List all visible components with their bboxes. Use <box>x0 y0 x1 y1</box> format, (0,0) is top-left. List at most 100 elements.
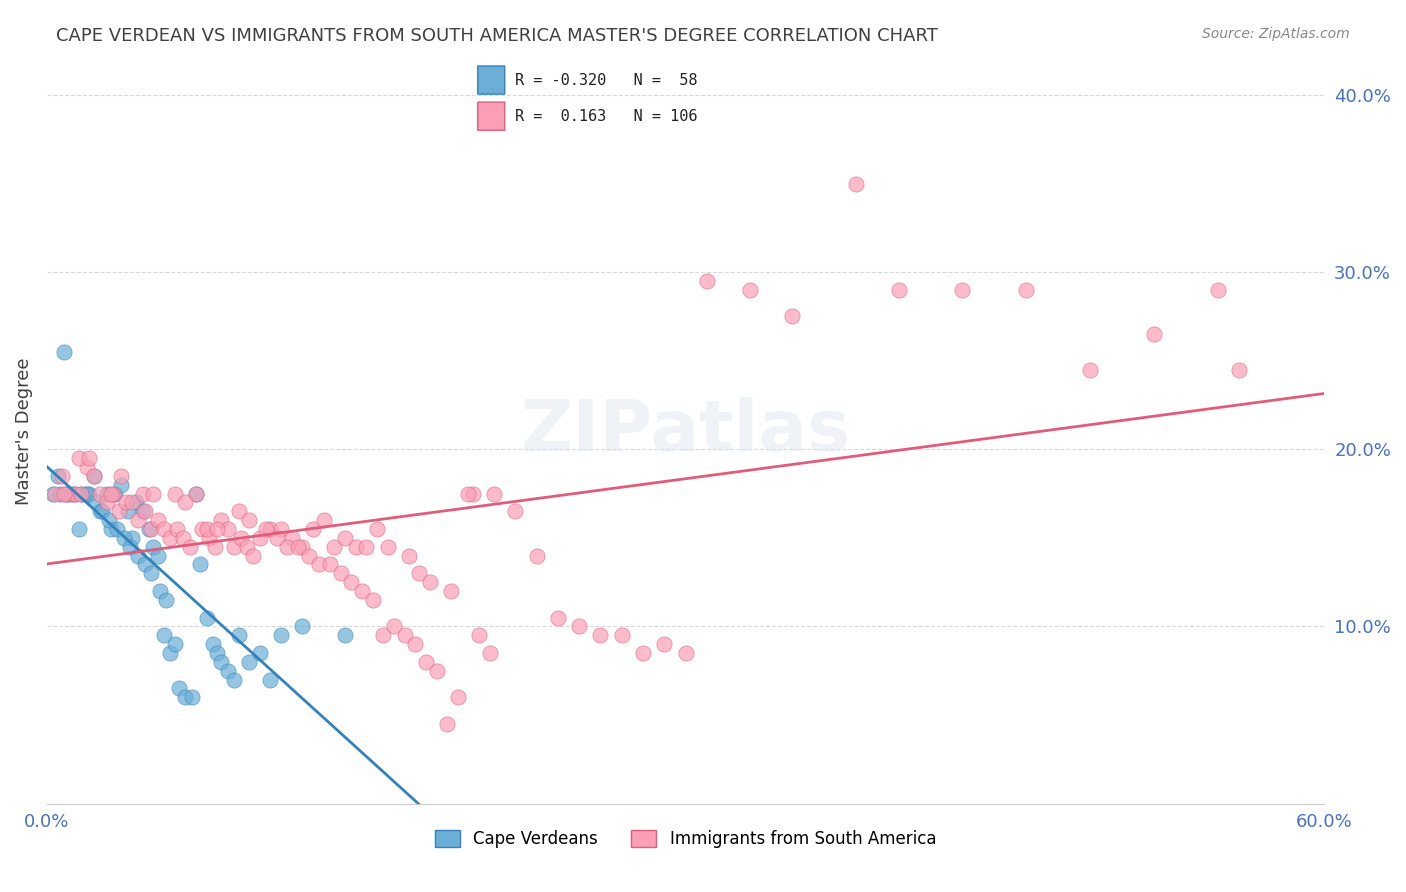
Point <box>56 486 79 500</box>
Point <box>228 628 250 642</box>
Point <box>366 522 388 536</box>
Point <box>205 646 228 660</box>
Point <box>52 486 75 500</box>
Point <box>76 460 98 475</box>
Point <box>70 486 93 500</box>
Point <box>167 681 190 696</box>
Point <box>51 469 73 483</box>
Point <box>229 531 252 545</box>
Point <box>344 540 367 554</box>
Point <box>461 486 484 500</box>
Point <box>75 486 97 500</box>
Point <box>1227 362 1250 376</box>
Point <box>298 549 321 563</box>
Point <box>398 549 420 563</box>
Point <box>224 673 246 687</box>
Point <box>361 593 384 607</box>
Point <box>408 566 430 581</box>
Point <box>238 655 260 669</box>
Point <box>174 495 197 509</box>
Point <box>100 486 122 500</box>
Point <box>377 540 399 554</box>
Point <box>155 593 177 607</box>
Point <box>101 486 124 500</box>
Point <box>118 540 141 554</box>
Point <box>291 540 314 554</box>
Point <box>149 584 172 599</box>
Point <box>589 628 612 642</box>
Point <box>127 549 149 563</box>
Point <box>153 628 176 642</box>
Point <box>425 664 447 678</box>
Point <box>117 504 139 518</box>
Point <box>83 469 105 483</box>
Point <box>205 522 228 536</box>
Point <box>125 495 148 509</box>
Point <box>440 584 463 599</box>
Point <box>1206 283 1229 297</box>
Point <box>211 513 233 527</box>
Point <box>166 522 188 536</box>
Point <box>153 522 176 536</box>
Point <box>526 549 548 563</box>
Point <box>270 628 292 642</box>
Point <box>340 575 363 590</box>
Point <box>55 486 77 500</box>
Point <box>141 566 163 581</box>
Point <box>696 274 718 288</box>
Point <box>249 646 271 660</box>
Y-axis label: Master's Degree: Master's Degree <box>15 358 32 506</box>
Point <box>281 531 304 545</box>
Point <box>287 540 309 554</box>
Point <box>180 690 202 705</box>
Point <box>100 522 122 536</box>
Point <box>319 558 342 572</box>
Point <box>382 619 405 633</box>
Point <box>195 610 218 624</box>
Point <box>547 610 569 624</box>
Point <box>96 495 118 509</box>
Point <box>312 513 335 527</box>
Point <box>1143 327 1166 342</box>
Point <box>141 522 163 536</box>
Point <box>44 486 66 500</box>
Point <box>356 540 378 554</box>
Point <box>114 495 136 509</box>
Point <box>404 637 426 651</box>
Point <box>163 637 186 651</box>
Point <box>259 673 281 687</box>
Text: R =  0.163   N = 106: R = 0.163 N = 106 <box>515 109 697 124</box>
Point <box>211 655 233 669</box>
Point <box>110 477 132 491</box>
Point <box>610 628 633 642</box>
Point <box>188 558 211 572</box>
FancyBboxPatch shape <box>478 66 505 94</box>
Point <box>42 486 65 500</box>
Point <box>146 513 169 527</box>
Text: CAPE VERDEAN VS IMMIGRANTS FROM SOUTH AMERICA MASTER'S DEGREE CORRELATION CHART: CAPE VERDEAN VS IMMIGRANTS FROM SOUTH AM… <box>56 27 938 45</box>
Point <box>121 495 143 509</box>
Text: R = -0.320   N =  58: R = -0.320 N = 58 <box>515 72 697 87</box>
Point <box>174 690 197 705</box>
Point <box>56 486 79 500</box>
Point <box>91 504 114 518</box>
Point <box>291 619 314 633</box>
Point <box>887 283 910 297</box>
Point <box>249 531 271 545</box>
Point <box>436 717 458 731</box>
Point <box>675 646 697 660</box>
Point <box>191 522 214 536</box>
Point <box>276 540 298 554</box>
Point <box>238 513 260 527</box>
Point <box>46 469 69 483</box>
Point <box>134 558 156 572</box>
Point <box>204 540 226 554</box>
Point <box>127 513 149 527</box>
Point <box>224 540 246 554</box>
Legend: Cape Verdeans, Immigrants from South America: Cape Verdeans, Immigrants from South Ame… <box>429 823 943 855</box>
Point <box>333 628 356 642</box>
Point <box>52 345 75 359</box>
Point <box>329 566 352 581</box>
Point <box>79 451 101 466</box>
Point <box>654 637 676 651</box>
